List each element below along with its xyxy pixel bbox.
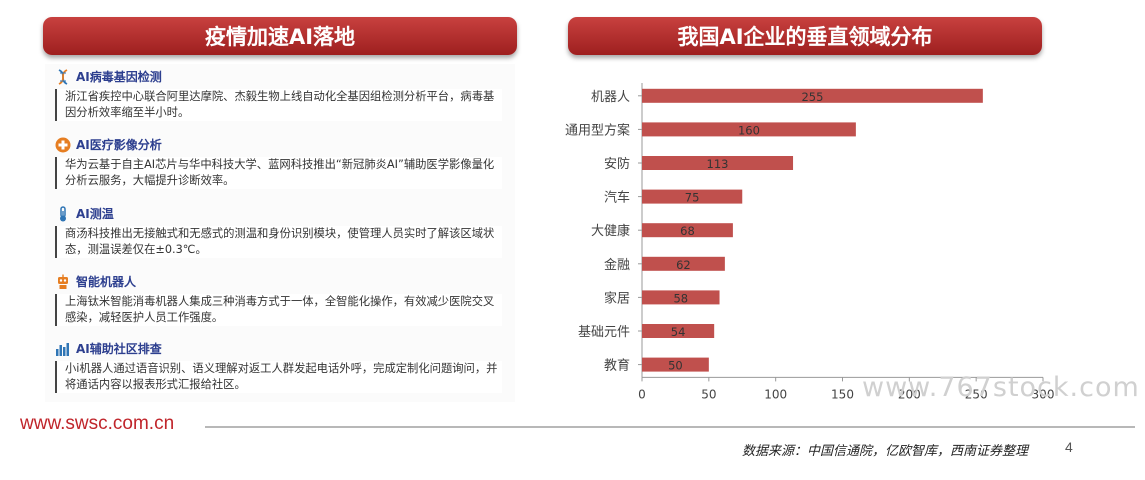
- data-label: 58: [673, 291, 688, 305]
- item-description: 华为云基于自主AI芯片与华中科技大学、蓝网科技推出“新冠肺炎AI”辅助医学影像量…: [55, 157, 502, 189]
- category-label: 汽车: [604, 190, 630, 206]
- robot-icon: [55, 274, 71, 290]
- bar-chart: 机器人 255 通用型方案 160 安防 113 汽车 75 大健康 68 金融 62 家居 58 基础元件…: [565, 83, 1055, 401]
- category-label: 家居: [604, 290, 630, 306]
- bar: [642, 324, 715, 338]
- bar: [642, 88, 983, 103]
- bar: [642, 357, 709, 372]
- bar: [642, 256, 725, 271]
- category-label: 金融: [604, 257, 630, 273]
- list-item-temperature: AI测温 商汤科技推出无接触式和无感式的测温和身份识别模块，使管理人员实时了解该…: [55, 205, 510, 258]
- bar: [642, 223, 733, 238]
- chart-title: 我国AI企业的垂直领域分布: [568, 17, 1042, 55]
- x-tick-label: 100: [764, 387, 787, 401]
- data-label: 62: [676, 258, 691, 272]
- data-source-note: 数据来源：中国信通院，亿欧智库，西南证券整理: [742, 444, 1029, 459]
- item-title: 智能机器人: [76, 275, 137, 289]
- bar: [642, 122, 856, 137]
- bar: [642, 156, 794, 170]
- page-number: 4: [1065, 439, 1073, 455]
- category-label: 基础元件: [578, 325, 630, 340]
- x-tick-label: 50: [701, 387, 716, 401]
- data-label: 54: [671, 325, 686, 339]
- item-description: 上海钛米智能消毒机器人集成三种消毒方式于一体，全智能化操作，有效减少医院交叉感染…: [55, 294, 502, 326]
- x-tick-label: 300: [1032, 387, 1055, 401]
- item-title: AI病毒基因检测: [76, 70, 162, 84]
- category-label: 安防: [604, 156, 630, 172]
- left-panel-title: 疫情加速AI落地: [43, 17, 517, 55]
- x-tick-label: 0: [638, 387, 646, 401]
- data-label: 113: [707, 157, 729, 171]
- watermark: www.767stock.com: [862, 372, 1140, 403]
- x-tick-label: 200: [898, 387, 921, 401]
- data-label: 68: [680, 224, 695, 238]
- medical-cross-icon: [55, 137, 71, 153]
- list-item-gene-detection: AI病毒基因检测 浙江省疾控中心联合阿里达摩院、杰毅生物上线自动化全基因组检测分…: [55, 68, 510, 121]
- list-item-medical-imaging: AI医疗影像分析 华为云基于自主AI芯片与华中科技大学、蓝网科技推出“新冠肺炎A…: [55, 136, 510, 189]
- data-label: 160: [738, 123, 760, 137]
- website-link[interactable]: www.swsc.com.cn: [20, 413, 175, 434]
- x-tick-label: 150: [831, 387, 854, 401]
- dna-icon: [55, 68, 71, 85]
- data-label: 75: [685, 191, 700, 205]
- item-title: AI测温: [76, 207, 114, 221]
- category-label: 机器人: [591, 90, 630, 105]
- category-label: 大健康: [591, 223, 630, 239]
- x-tick-label: 250: [965, 387, 988, 401]
- category-label: 通用型方案: [565, 122, 630, 138]
- item-title: AI医疗影像分析: [76, 138, 162, 152]
- item-description: 浙江省疾控中心联合阿里达摩院、杰毅生物上线自动化全基因组检测分析平台，病毒基因分…: [55, 89, 502, 121]
- item-description: 小i机器人通过语音识别、语义理解对返工人群发起电话外呼，完成定制化问题询问，并将…: [55, 361, 502, 393]
- category-label: 教育: [604, 358, 630, 374]
- bar: [642, 290, 720, 305]
- data-label: 255: [801, 90, 823, 104]
- item-title: AI辅助社区排查: [76, 342, 162, 356]
- bar-chart-icon: [55, 341, 71, 357]
- footer-divider: [205, 426, 1135, 428]
- item-description: 商汤科技推出无接触式和无感式的测温和身份识别模块，使管理人员实时了解该区域状态，…: [55, 226, 502, 258]
- list-item-robot: 智能机器人 上海钛米智能消毒机器人集成三种消毒方式于一体，全智能化操作，有效减少…: [55, 273, 510, 326]
- thermometer-icon: [55, 205, 71, 222]
- bar: [642, 189, 743, 204]
- list-item-community-screening: AI辅助社区排查 小i机器人通过语音识别、语义理解对返工人群发起电话外呼，完成定…: [55, 340, 510, 393]
- data-label: 50: [668, 359, 683, 373]
